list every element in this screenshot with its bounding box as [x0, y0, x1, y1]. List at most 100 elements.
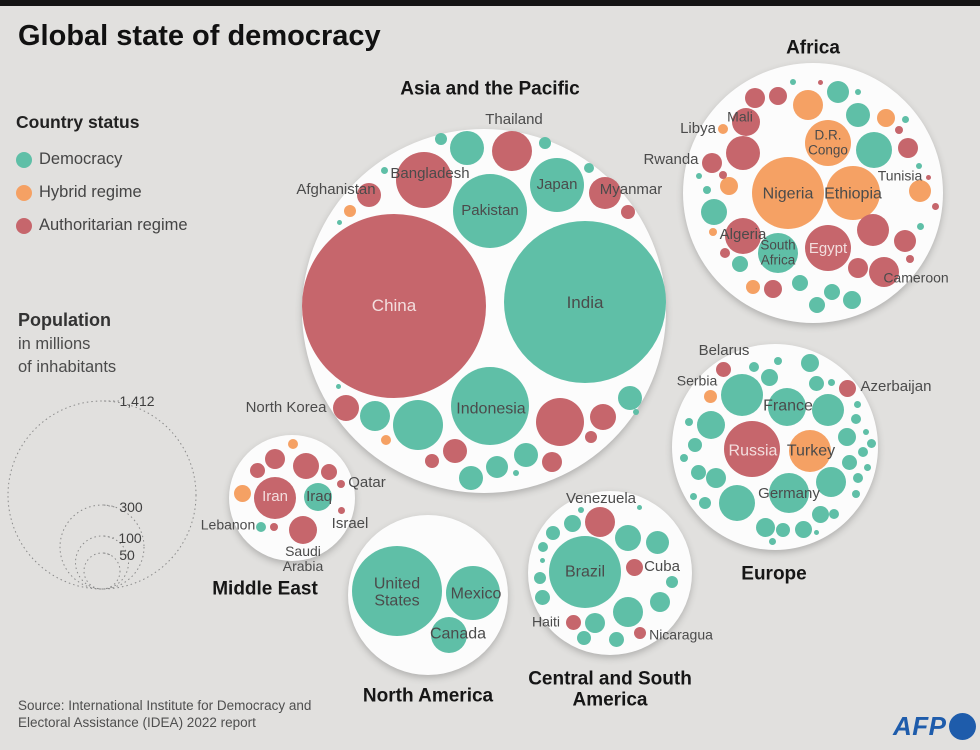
population-subline-1: in millions	[18, 335, 91, 353]
population-ring-value-100: 100	[118, 530, 142, 546]
label-iran: Iran	[262, 487, 288, 505]
population-ring-leader	[103, 535, 115, 539]
region-title-europe: Europe	[741, 563, 807, 585]
bubble-africa	[720, 177, 738, 195]
bubble-asia-pacific	[336, 219, 342, 225]
bubble-saudi-arabia	[289, 516, 317, 544]
label-germany: Germany	[758, 484, 820, 502]
bubble-asia-pacific	[536, 398, 584, 446]
region-title-central-south-america: Central and South America	[528, 668, 692, 711]
bubble-mali	[732, 108, 760, 136]
bubble-asia-pacific	[585, 431, 597, 443]
label-venezuela: Venezuela	[565, 489, 637, 507]
legend-dot-authoritarian-icon	[16, 217, 32, 234]
bubble-europe	[774, 357, 782, 365]
bubble-israel	[337, 506, 345, 514]
bubble-asia-pacific	[381, 435, 391, 445]
bubble-africa	[719, 171, 727, 179]
population-ring-value-1-412: 1,412	[119, 393, 155, 409]
bubble-europe	[852, 490, 860, 498]
population-ring-1-412	[7, 400, 197, 590]
bubble-africa	[846, 103, 870, 127]
label-turkey: Turkey	[786, 442, 836, 460]
bubble-asia-pacific	[443, 439, 467, 463]
population-ring-50	[83, 552, 121, 590]
bubble-asia-pacific	[542, 452, 562, 472]
bubble-europe	[863, 463, 871, 471]
bubble-belarus	[715, 361, 731, 377]
bubble-africa	[726, 136, 760, 170]
bubble-africa	[925, 174, 931, 180]
label-rwanda: Rwanda	[643, 150, 699, 168]
bubble-nigeria	[752, 157, 824, 229]
bubble-central-south-america	[608, 631, 624, 647]
label-north-korea: North Korea	[245, 398, 327, 416]
bubble-europe	[838, 428, 856, 446]
bubble-venezuela	[585, 507, 615, 537]
bubble-middle-east	[233, 484, 251, 502]
bubble-europe	[776, 523, 790, 537]
label-brazil: Brazil	[564, 563, 606, 581]
legend-heading: Country status	[16, 112, 140, 132]
bubble-africa	[843, 291, 861, 309]
bubble-europe	[699, 497, 711, 509]
label-nigeria: Nigeria	[762, 185, 814, 203]
bubble-europe	[755, 517, 775, 537]
bubble-asia-pacific	[393, 400, 443, 450]
region-title-asia-pacific: Asia and the Pacific	[400, 78, 580, 100]
bubble-europe	[866, 438, 876, 448]
bubble-africa	[855, 89, 861, 95]
bubble-asia-pacific	[486, 456, 508, 478]
label-libya: Libya	[680, 119, 716, 137]
bubble-africa	[916, 163, 922, 169]
bubble-europe	[813, 529, 819, 535]
bubble-middle-east	[270, 523, 278, 531]
bubble-asia-pacific	[360, 401, 390, 431]
bubble-asia-pacific	[618, 386, 642, 410]
population-heading: Population	[18, 310, 111, 330]
label-thailand: Thailand	[485, 110, 543, 128]
label-cameroon: Cameroon	[883, 269, 949, 286]
bubble-central-south-america	[636, 504, 642, 510]
bubble-africa	[732, 256, 748, 272]
label-india: India	[566, 292, 604, 312]
bubble-central-south-america	[645, 530, 669, 554]
bubble-serbia	[703, 389, 717, 403]
bubble-africa	[895, 126, 903, 134]
bubble-africa	[769, 87, 787, 105]
bubble-africa	[857, 214, 889, 246]
bubble-europe	[851, 414, 861, 424]
legend-item-label: Democracy	[39, 150, 123, 168]
bubble-united-states	[352, 546, 442, 636]
bubble-central-south-america	[613, 597, 643, 627]
label-afghanistan: Afghanistan	[296, 180, 376, 198]
bubble-asia-pacific	[380, 166, 388, 174]
bubble-central-south-america	[585, 613, 605, 633]
bubble-africa	[745, 88, 765, 108]
bubble-africa	[790, 79, 796, 85]
label-france: France	[763, 397, 813, 415]
label-south-africa: South Africa	[760, 237, 796, 267]
bubble-europe	[688, 438, 702, 452]
population-ring-leader	[103, 552, 112, 556]
bubble-india	[504, 221, 666, 383]
label-ethiopia: Ethiopia	[824, 185, 882, 203]
label-japan: Japan	[536, 175, 578, 193]
bubble-africa	[703, 186, 711, 194]
label-nicaragua: Nicaragua	[649, 626, 713, 643]
bubble-egypt	[805, 225, 851, 271]
bubble-africa	[696, 173, 702, 179]
label-pakistan: Pakistan	[461, 201, 519, 219]
bubble-lebanon	[256, 522, 266, 532]
bubble-africa	[701, 199, 727, 225]
label-russia: Russia	[728, 442, 778, 460]
legend-dot-democracy-icon	[16, 151, 32, 168]
bubble-azerbaijan	[838, 379, 856, 397]
bubble-europe	[816, 467, 846, 497]
bubble-central-south-america	[615, 525, 641, 551]
bubble-central-south-america	[534, 589, 550, 605]
bubble-central-south-america	[546, 526, 560, 540]
bubble-middle-east	[293, 453, 319, 479]
legend-item-label: Hybrid regime	[39, 183, 142, 201]
afp-logo-circle-icon	[948, 713, 976, 740]
